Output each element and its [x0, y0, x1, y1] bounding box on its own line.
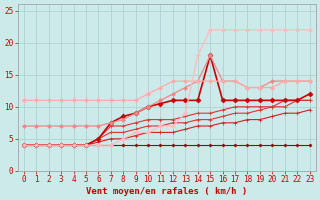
X-axis label: Vent moyen/en rafales ( km/h ): Vent moyen/en rafales ( km/h ): [86, 187, 247, 196]
